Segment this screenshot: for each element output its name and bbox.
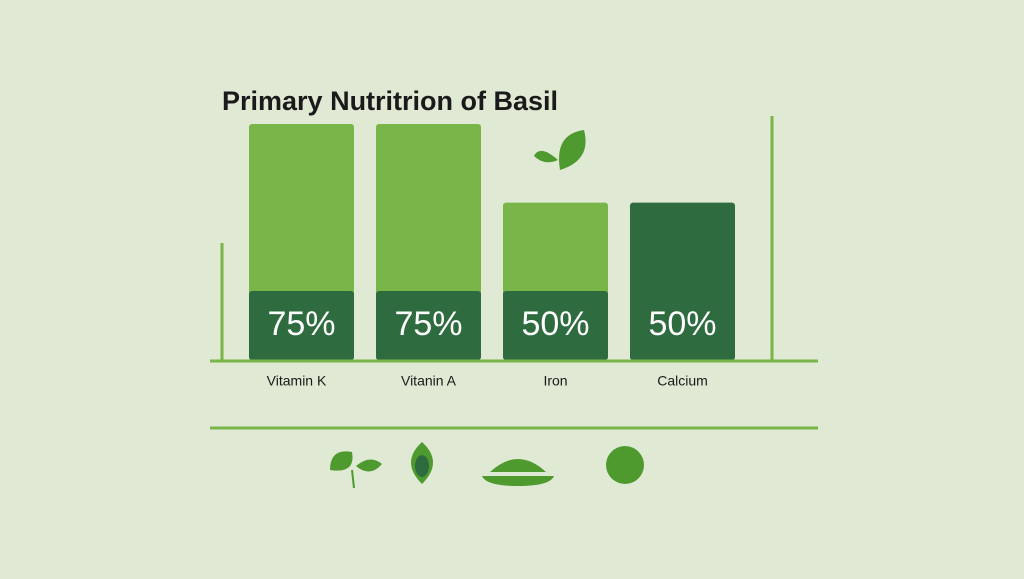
value-label-box bbox=[376, 291, 481, 360]
icons bbox=[330, 442, 644, 489]
value-label-box bbox=[503, 291, 608, 360]
leaf-icon bbox=[559, 130, 586, 170]
dish-icon bbox=[482, 459, 554, 486]
leaf-decoration bbox=[534, 130, 586, 170]
x-tick-label: Vitanin A bbox=[401, 373, 457, 389]
chart-title: Primary Nutritrion of Basil bbox=[222, 86, 558, 116]
x-tick-label: Calcium bbox=[657, 373, 708, 389]
leaf-icon bbox=[534, 150, 558, 163]
value-label: 75% bbox=[267, 305, 335, 343]
round-leaf-icon bbox=[606, 446, 644, 484]
drop-core-icon bbox=[415, 455, 429, 477]
x-tick-label: Vitamin K bbox=[267, 373, 327, 389]
leaf-icon bbox=[330, 451, 382, 472]
value-label: 75% bbox=[394, 305, 462, 343]
value-label: 50% bbox=[648, 305, 716, 343]
x-tick-label: Iron bbox=[543, 373, 567, 389]
value-label: 50% bbox=[521, 305, 589, 343]
value-label-box bbox=[249, 291, 354, 360]
bars: 75% 75% 50% 50% bbox=[249, 124, 735, 360]
stem-icon bbox=[351, 469, 355, 489]
value-label-box bbox=[630, 291, 735, 360]
